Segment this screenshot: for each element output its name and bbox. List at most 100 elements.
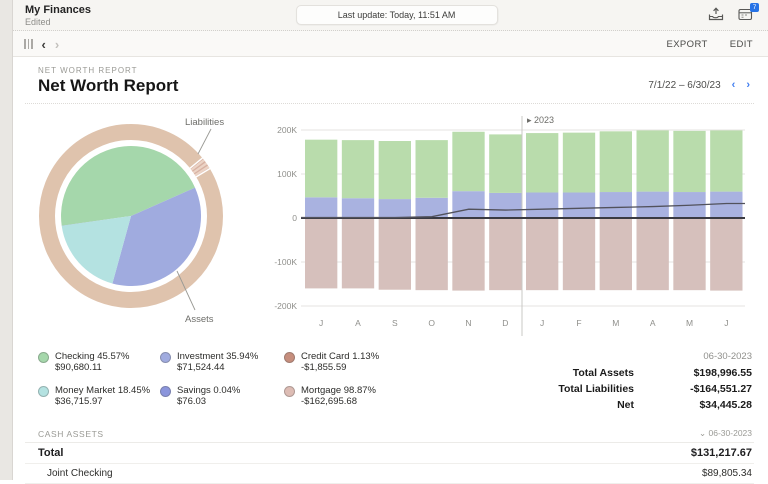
legend-amount: $36,715.97 (55, 396, 150, 407)
bar-investments (637, 192, 669, 218)
notification-badge: 7 (750, 3, 759, 12)
edit-button[interactable]: EDIT (730, 39, 753, 50)
legend-amount: $71,524.44 (177, 362, 258, 373)
legend-item: Investment 35.94%$71,524.44 (160, 351, 272, 380)
legend-amount: -$1,855.59 (301, 362, 379, 373)
collapsed-sidebar-strip[interactable] (0, 0, 13, 480)
bar-cash-assets (600, 131, 632, 192)
y-axis-tick: -100K (274, 257, 297, 267)
assets-label: Assets (185, 314, 214, 325)
report-content: NET WORTH REPORT Net Worth Report 7/1/22… (13, 57, 768, 480)
legend-amount: $76.03 (177, 396, 240, 407)
bar-investments (526, 192, 558, 218)
bar-liabilities (600, 218, 632, 290)
bar-investments (710, 192, 742, 218)
page-title: Net Worth Report (38, 76, 754, 96)
x-axis-month: O (428, 318, 435, 328)
legend-name: Credit Card 1.13% (301, 351, 379, 362)
last-update-button[interactable]: Last update: Today, 11:51 AM (296, 5, 498, 25)
liabilities-callout-line (198, 129, 211, 154)
y-axis-tick: 0 (292, 213, 297, 223)
totals-row: Net$34,445.28 (504, 397, 752, 413)
bar-liabilities (637, 218, 669, 290)
bar-liabilities (452, 218, 484, 291)
bar-cash-assets (526, 133, 558, 192)
export-button[interactable]: EXPORT (666, 39, 707, 50)
forward-button[interactable]: › (55, 38, 59, 51)
x-axis-month: S (392, 318, 398, 328)
import-upload-icon[interactable] (708, 7, 724, 22)
chevron-down-icon: ⌄ (699, 428, 706, 438)
cash-assets-header: CASH ASSETS (38, 429, 104, 439)
cash-assets-section: CASH ASSETS ⌄ 06-30-2023 Total$131,217.6… (25, 426, 754, 484)
document-status: Edited (25, 17, 51, 27)
bar-cash-assets (379, 141, 411, 199)
chart-legend: Checking 45.57%$90,680.11 Money Market 18… (38, 351, 414, 413)
bar-cash-assets (452, 132, 484, 191)
bar-investments (305, 197, 337, 218)
report-toolbar: ‹ › EXPORT EDIT (13, 31, 768, 57)
x-axis-month: J (724, 318, 728, 328)
bar-cash-assets (342, 140, 374, 198)
x-axis-month: A (355, 318, 361, 328)
bar-cash-assets (710, 130, 742, 191)
legend-color-dot (38, 386, 49, 397)
legend-color-dot (284, 352, 295, 363)
legend-item: Credit Card 1.13%-$1,855.59 (284, 351, 414, 380)
sidebar-toggle-icon[interactable] (24, 39, 33, 49)
bar-cash-assets (563, 133, 595, 193)
bar-liabilities (563, 218, 595, 290)
x-axis-month: F (576, 318, 581, 328)
x-axis-month: J (540, 318, 544, 328)
x-axis-month: D (502, 318, 508, 328)
legend-item: Money Market 18.45%$36,715.97 (38, 385, 148, 414)
x-axis-month: J (319, 318, 323, 328)
legend-color-dot (160, 386, 171, 397)
bar-investments (379, 199, 411, 218)
y-axis-tick: -200K (274, 301, 297, 311)
bar-liabilities (526, 218, 558, 290)
calendar-notifications-icon[interactable]: 7 (738, 7, 754, 22)
legend-name: Mortgage 98.87% (301, 385, 376, 396)
bar-investments (489, 193, 521, 218)
cash-asset-row: Total$131,217.67 (25, 443, 754, 464)
cash-assets-date-dropdown[interactable]: ⌄ 06-30-2023 (699, 428, 752, 439)
report-eyebrow: NET WORTH REPORT (38, 66, 754, 75)
back-button[interactable]: ‹ (42, 38, 46, 51)
totals-row: Total Assets$198,996.55 (504, 365, 752, 381)
legend-name: Checking 45.57% (55, 351, 129, 362)
x-axis-month: N (465, 318, 471, 328)
window-toolbar: My Finances Edited Last update: Today, 1… (13, 0, 768, 31)
bar-liabilities (673, 218, 705, 290)
bar-cash-assets (673, 131, 705, 192)
bar-cash-assets (637, 130, 669, 191)
legend-color-dot (160, 352, 171, 363)
bar-cash-assets (416, 140, 448, 198)
bar-liabilities (342, 218, 374, 288)
bar-liabilities (710, 218, 742, 291)
legend-name: Savings 0.04% (177, 385, 240, 396)
legend-color-dot (284, 386, 295, 397)
year-marker-label: ▸ 2023 (527, 115, 554, 125)
legend-item: Mortgage 98.87%-$162,695.68 (284, 385, 414, 414)
legend-amount: -$162,695.68 (301, 396, 376, 407)
legend-name: Investment 35.94% (177, 351, 258, 362)
x-axis-month: A (650, 318, 656, 328)
totals-date: 06-30-2023 (504, 351, 752, 362)
bar-investments (342, 198, 374, 218)
legend-item: Checking 45.57%$90,680.11 (38, 351, 148, 380)
legend-item: Savings 0.04%$76.03 (160, 385, 272, 414)
bar-cash-assets (489, 134, 521, 193)
liabilities-label: Liabilities (185, 117, 224, 128)
bar-investments (452, 191, 484, 218)
y-axis-tick: 100K (277, 169, 297, 179)
bar-liabilities (489, 218, 521, 290)
date-range-label: 7/1/22 – 6/30/23 (648, 80, 720, 91)
legend-color-dot (38, 352, 49, 363)
y-axis-tick: 200K (277, 125, 297, 135)
prev-period-button[interactable]: ‹ (732, 79, 736, 91)
next-period-button[interactable]: › (746, 79, 750, 91)
bar-liabilities (416, 218, 448, 290)
